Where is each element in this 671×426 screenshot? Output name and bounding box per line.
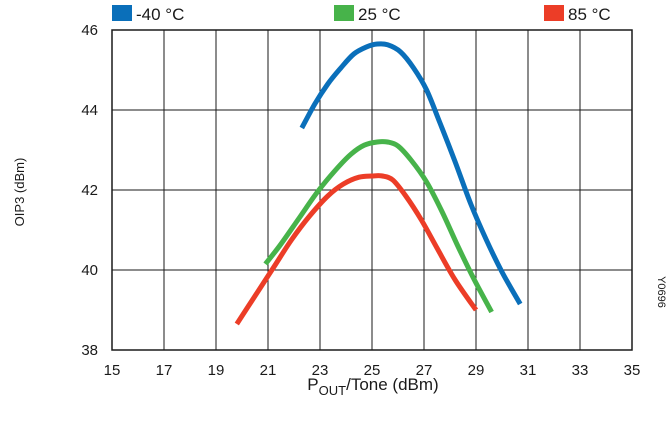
x-tick-label: 23: [312, 362, 329, 379]
x-tick-label: 35: [624, 362, 641, 379]
x-axis-label-sub: OUT: [319, 383, 347, 398]
x-tick-label: 33: [572, 362, 589, 379]
y-tick-label: 44: [81, 102, 98, 119]
plot-frame: [111, 29, 633, 351]
y-tick-labels: 38 40 42 44 46: [81, 22, 98, 359]
legend-label: 85 °C: [568, 5, 611, 24]
legend-swatch: [544, 5, 564, 21]
legend: -40 °C 25 °C 85 °C: [112, 5, 611, 24]
side-code: Y0696: [655, 276, 667, 308]
y-axis-label: OIP3 (dBm): [12, 158, 27, 227]
x-tick-label: 31: [520, 362, 537, 379]
x-tick-label: 25: [364, 362, 381, 379]
legend-swatch: [334, 5, 354, 21]
grid: [111, 29, 633, 351]
series-line: [299, 41, 523, 306]
legend-label: 25 °C: [358, 5, 401, 24]
x-axis-label: POUT/Tone (dBm): [307, 375, 438, 398]
x-axis-label-main: P: [307, 375, 318, 394]
y-tick-label: 38: [81, 342, 98, 359]
x-tick-label: 29: [468, 362, 485, 379]
legend-label: -40 °C: [136, 5, 184, 24]
x-tick-label: 21: [260, 362, 277, 379]
series-group: [234, 41, 523, 326]
y-tick-label: 46: [81, 22, 98, 39]
y-tick-label: 40: [81, 262, 98, 279]
x-tick-label: 15: [104, 362, 121, 379]
x-tick-label: 19: [208, 362, 225, 379]
series-line: [263, 139, 494, 314]
series-line: [234, 173, 479, 326]
y-tick-label: 42: [81, 182, 98, 199]
x-axis-label-rest: /Tone (dBm): [346, 375, 439, 394]
legend-swatch: [112, 5, 132, 21]
x-tick-labels: 15 17 19 21 23 25 27 29 31 33 35: [104, 362, 641, 379]
x-tick-label: 27: [416, 362, 433, 379]
x-tick-label: 17: [156, 362, 173, 379]
